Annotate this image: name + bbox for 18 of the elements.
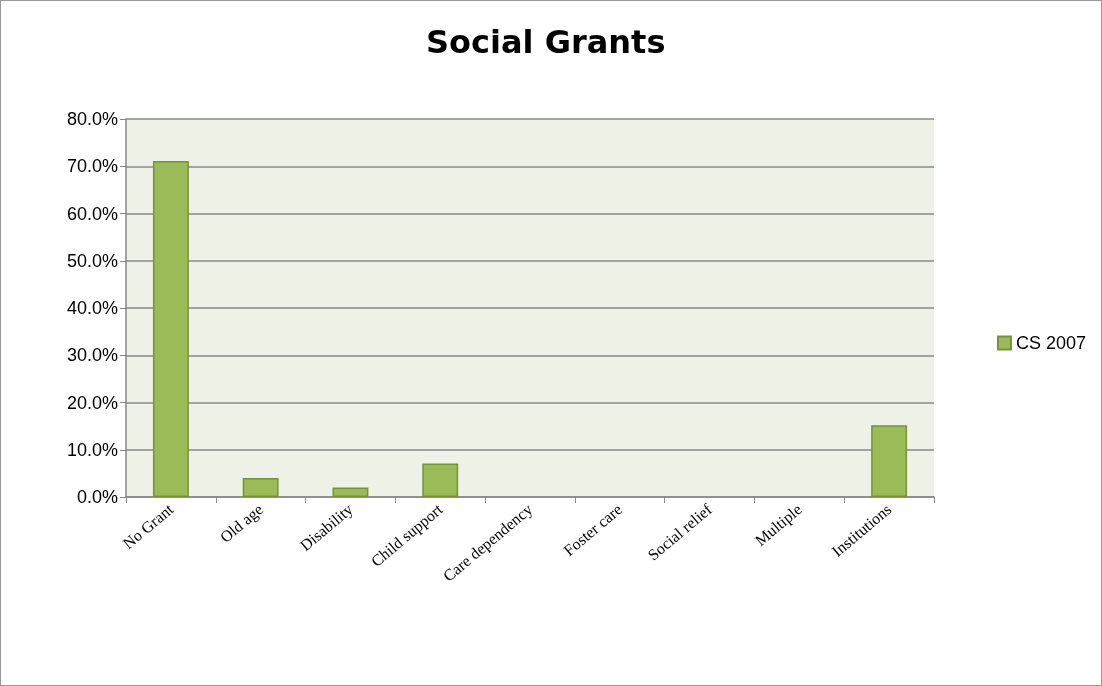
y-tick-label: 10.0% bbox=[66, 439, 118, 460]
y-tick-label: 30.0% bbox=[66, 345, 118, 366]
y-tick-label: 70.0% bbox=[66, 156, 118, 177]
legend-label: CS 2007 bbox=[1015, 333, 1087, 353]
y-tick-label: 50.0% bbox=[66, 250, 118, 271]
y-tick-label: 60.0% bbox=[66, 203, 118, 224]
chart-title: Social Grants bbox=[426, 23, 666, 61]
x-tick-label: Old age bbox=[216, 500, 267, 547]
x-tick-label: No Grant bbox=[119, 500, 177, 553]
y-tick-label: 0.0% bbox=[76, 487, 118, 507]
bar bbox=[422, 463, 459, 497]
y-tick-label: 40.0% bbox=[66, 298, 118, 318]
bar bbox=[242, 478, 279, 497]
bar bbox=[152, 161, 189, 497]
bar bbox=[332, 487, 369, 497]
bar bbox=[871, 425, 908, 497]
y-tick-label: 80.0% bbox=[66, 109, 118, 129]
y-tick-label: 20.0% bbox=[66, 392, 118, 413]
